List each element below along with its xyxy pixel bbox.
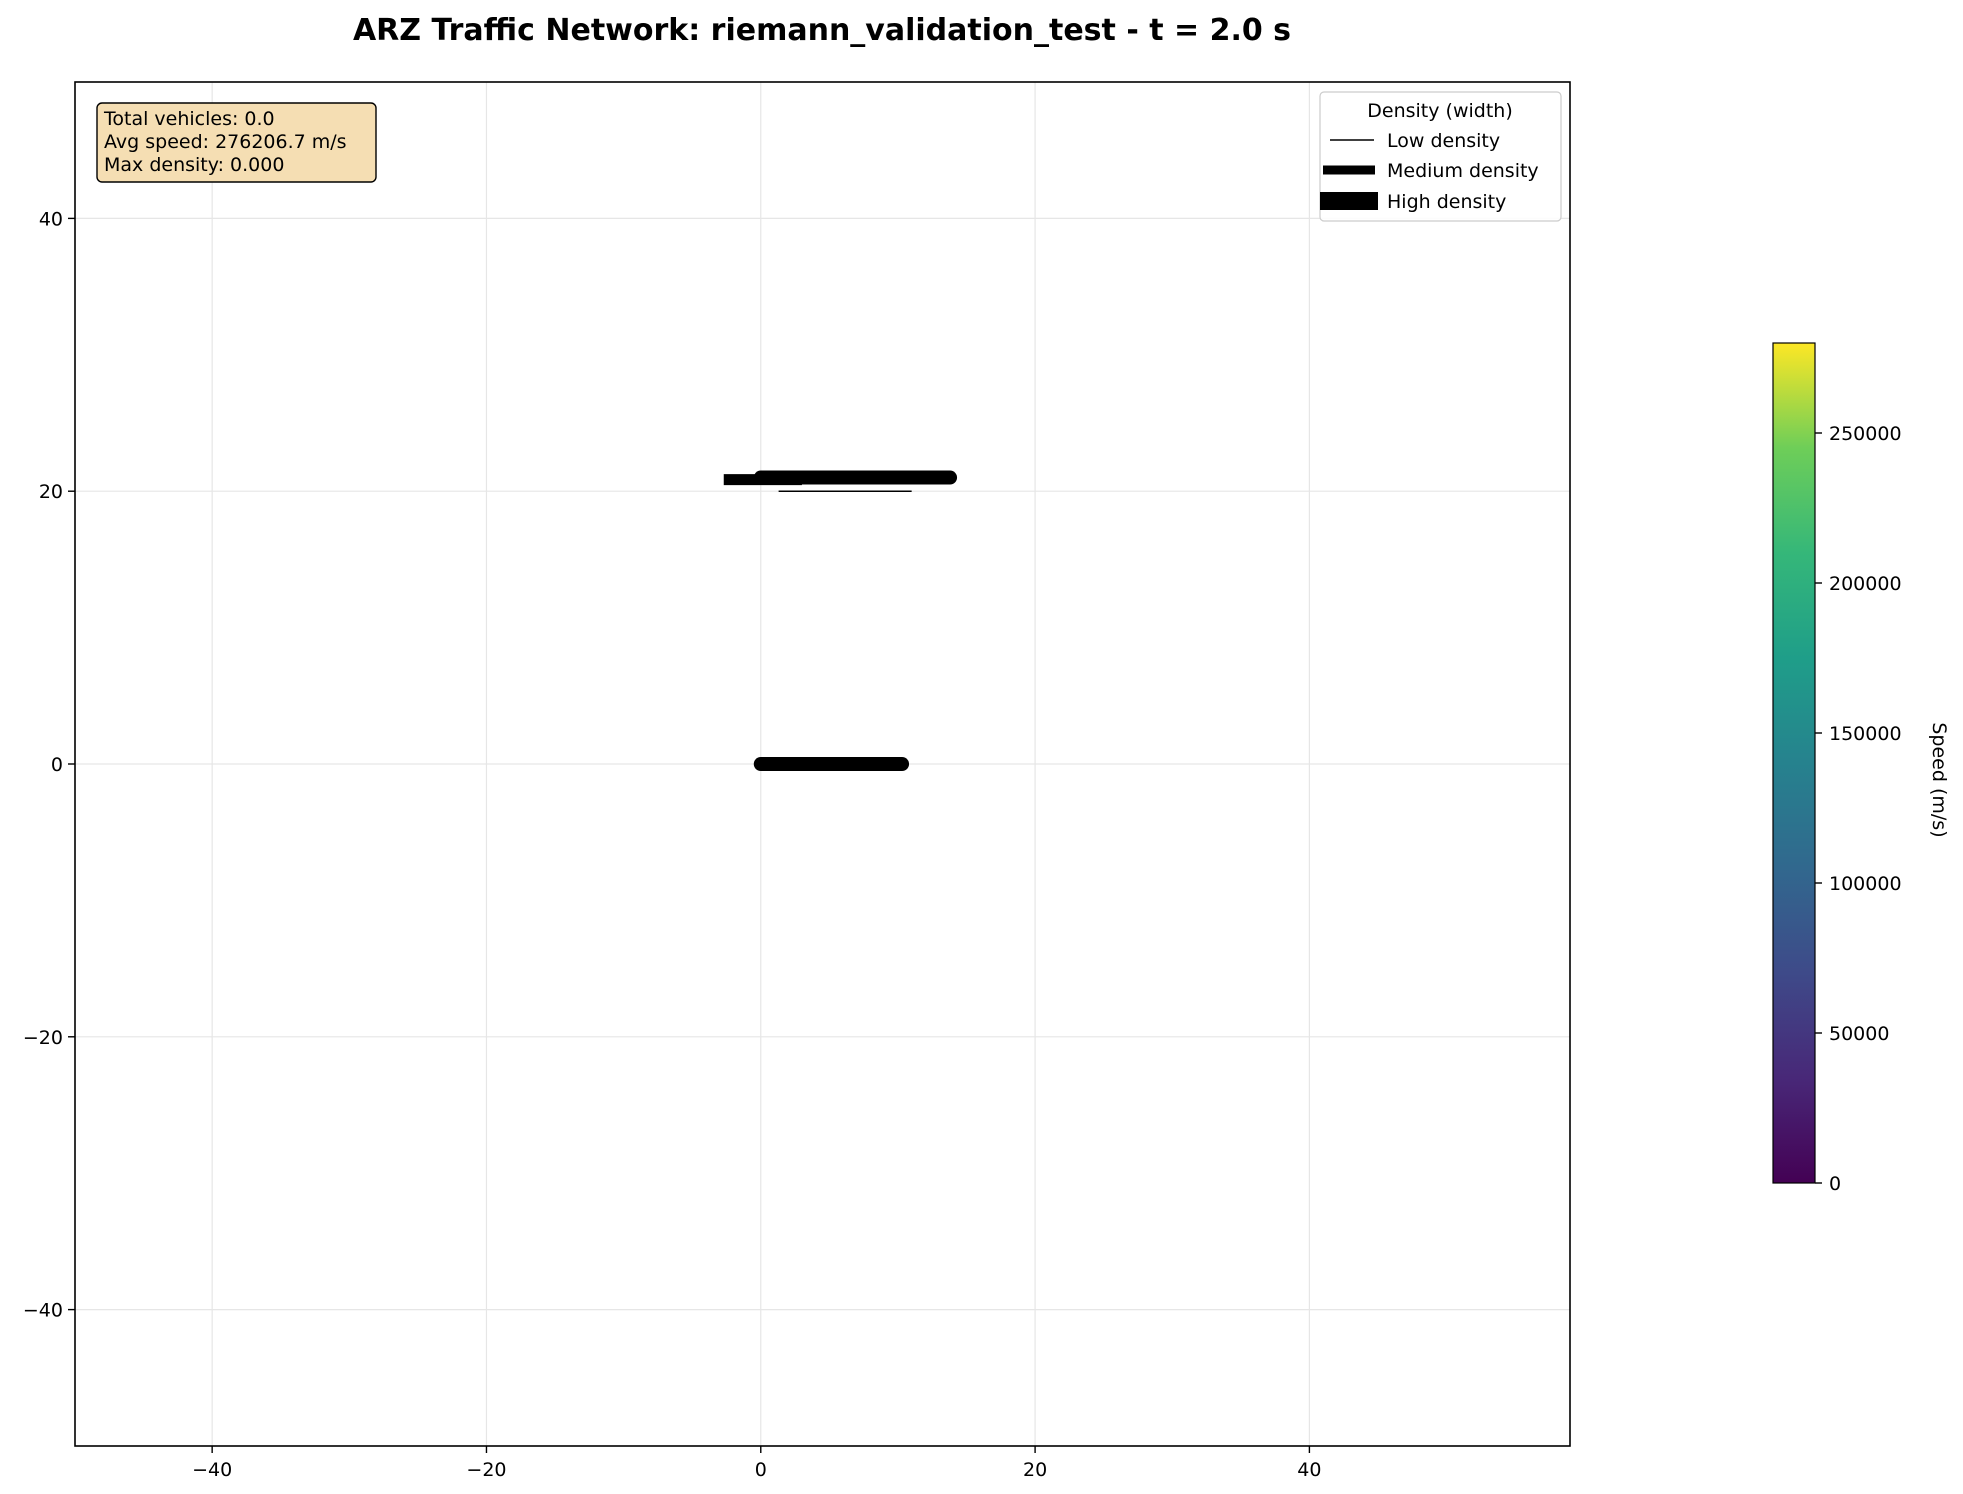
y-axis: 40 20 0 −20 −40 — [23, 208, 75, 1322]
grid — [75, 82, 1570, 1446]
colorbar-tick-label: 0 — [1829, 1173, 1841, 1195]
y-tick-label: 40 — [39, 208, 63, 230]
x-tick-label: 40 — [1297, 1459, 1321, 1481]
stats-box-background — [96, 102, 377, 183]
colorbar-gradient — [1772, 342, 1816, 1184]
colorbar-tick-label: 100000 — [1829, 873, 1902, 895]
stats-max-density: Max density: 0.000 — [104, 154, 284, 176]
road-segments — [723, 470, 958, 771]
colorbar-tick-label: 50000 — [1829, 1023, 1889, 1045]
stats-total-vehicles: Total vehicles: 0.0 — [103, 108, 275, 130]
legend: Density (width) Low density Medium densi… — [1319, 91, 1562, 222]
chart-title: ARZ Traffic Network: riemann_validation_… — [353, 13, 1291, 48]
legend-entry-medium: Medium density — [1387, 160, 1539, 182]
x-tick-label: −20 — [466, 1459, 506, 1481]
y-tick-label: −20 — [23, 1027, 63, 1049]
legend-entry-low: Low density — [1387, 130, 1500, 152]
y-tick-label: −40 — [23, 1300, 63, 1322]
stats-avg-speed: Avg speed: 276206.7 m/s — [104, 131, 347, 153]
x-tick-label: 20 — [1023, 1459, 1047, 1481]
colorbar-tick-label: 150000 — [1829, 723, 1902, 745]
y-tick-label: 20 — [39, 481, 63, 503]
x-tick-label: 0 — [755, 1459, 767, 1481]
colorbar-tick-label: 200000 — [1829, 573, 1902, 595]
y-tick-label: 0 — [51, 754, 63, 776]
x-tick-label: −40 — [192, 1459, 232, 1481]
legend-entry-high: High density — [1387, 191, 1506, 213]
colorbar-label: Speed (m/s) — [1928, 722, 1950, 837]
colorbar-tick-label: 250000 — [1829, 423, 1902, 445]
colorbar: 0 50000 100000 150000 200000 250000 Speed (m/… — [1772, 342, 1950, 1195]
legend-frame — [1319, 91, 1562, 222]
stats-box: Total vehicles: 0.0 Avg speed: 276206.7 … — [96, 102, 377, 183]
legend-title: Density (width) — [1367, 100, 1512, 122]
x-axis: −40 −20 0 20 40 — [192, 1446, 1321, 1481]
colorbar-ticks: 0 50000 100000 150000 200000 250000 — [1815, 423, 1902, 1195]
